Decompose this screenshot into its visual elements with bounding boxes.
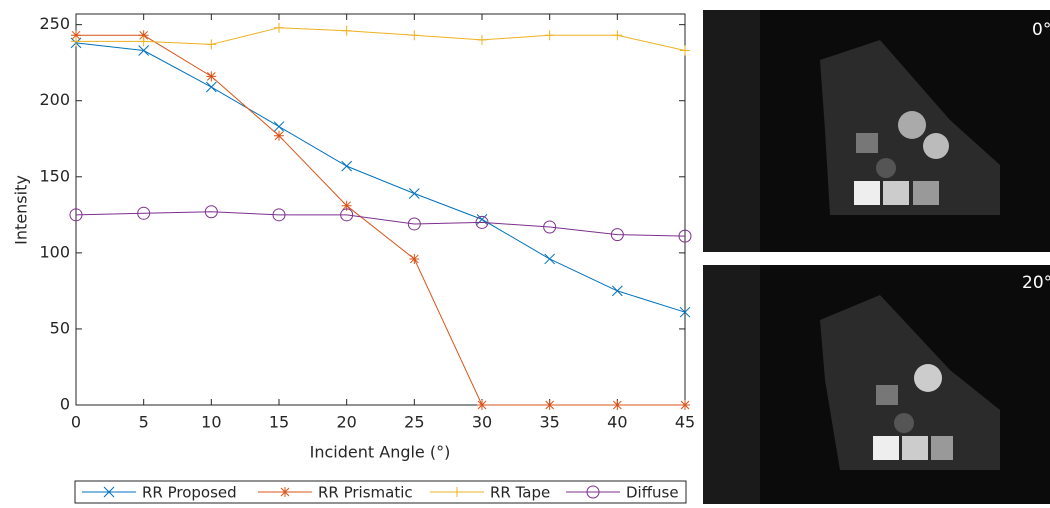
marker [679,306,691,318]
y-axis-label: Intensity [12,175,31,245]
marker [477,34,487,45]
marker [610,228,624,242]
y-tick-label: 50 [50,318,70,337]
photo-shape [876,158,896,178]
series-line [76,27,686,52]
marker [544,400,555,410]
marker [477,400,487,410]
marker [205,81,217,93]
photo-shape [820,295,1000,470]
series-line [75,211,686,237]
x-tick-label: 15 [269,413,289,432]
photo-shape [913,181,939,205]
marker [611,285,623,297]
marker [103,486,115,498]
marker [272,208,286,222]
y-tick-label: 250 [39,14,70,33]
x-tick-label: 45 [675,413,695,432]
marker [273,121,285,132]
marker [543,220,557,234]
photo-shape [703,10,760,252]
marker [71,30,81,41]
x-tick-label: 20 [336,413,356,432]
photo-label: 20° [1022,273,1050,293]
marker [680,400,690,410]
marker [69,208,83,222]
marker [138,36,149,47]
photo-shape [914,364,942,392]
marker [204,205,218,219]
marker [274,22,284,33]
photo-shape [856,133,878,153]
marker [71,36,81,47]
series-line [75,42,686,313]
marker [138,30,149,41]
marker [341,160,353,172]
marker [408,188,420,199]
marker [280,487,290,497]
marker [206,71,217,82]
marker [137,206,151,220]
photo-shape [703,265,760,504]
y-tick-label: 100 [39,242,70,261]
photo-bottom: 20° [703,265,1050,504]
marker [341,25,352,36]
photo-shape [931,436,953,460]
legend-label: RR Prismatic [318,484,413,502]
marker [409,253,420,264]
x-tick-label: 35 [539,413,559,432]
photo-top: 0° [703,10,1050,252]
legend [74,480,687,504]
x-tick-label: 40 [607,413,627,432]
x-tick-label: 10 [201,413,221,432]
series-line [76,34,685,406]
x-tick-label: 25 [404,413,424,432]
marker [138,45,150,56]
photo-shape [883,181,909,205]
photo-shape [923,133,949,159]
photo-shape [876,385,898,405]
x-tick-label: 30 [472,413,492,432]
x-tick-label: 0 [71,413,81,432]
marker [680,45,690,56]
photo-shape [854,181,880,205]
marker [341,200,352,211]
x-tick-label: 5 [139,413,149,432]
legend-label: Diffuse [626,484,679,502]
y-tick-label: 0 [60,395,70,414]
marker [586,485,600,499]
marker [475,215,489,229]
marker [409,30,420,41]
marker [544,253,556,265]
photo-shape [898,111,926,139]
photo-shape [873,436,899,460]
marker [340,208,354,222]
legend-label: RR Tape [490,484,550,502]
y-tick-label: 200 [39,90,70,109]
marker [612,400,623,410]
marker [544,30,555,41]
photo-shape [894,413,914,433]
photo-label: 0° [1032,20,1050,40]
y-tick-label: 150 [39,166,70,185]
marker [407,217,421,231]
marker [206,39,217,50]
marker [274,130,284,141]
x-axis-label: Incident Angle (°) [310,443,451,462]
legend-label: RR Proposed [142,484,237,502]
plot-area [75,13,686,406]
photo-shape [902,436,928,460]
marker [678,229,692,243]
marker [452,487,462,497]
marker [612,30,623,41]
